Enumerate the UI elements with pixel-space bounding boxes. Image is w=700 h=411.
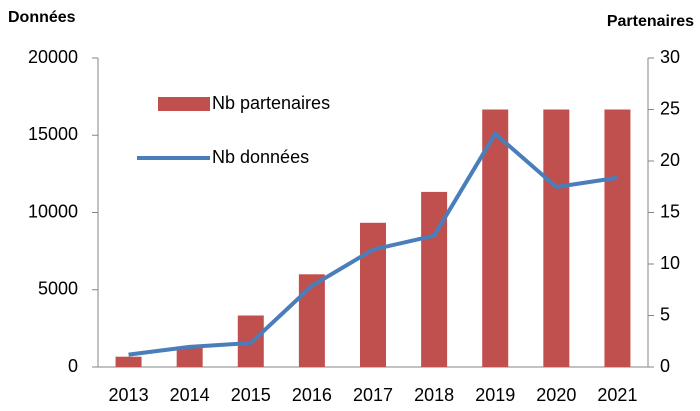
legend-label: Nb partenaires: [212, 93, 330, 113]
y2-tick-label: 25: [660, 98, 680, 118]
bar: [176, 346, 203, 367]
y2-tick-label: 30: [660, 47, 680, 67]
y-tick-label: 10000: [28, 201, 78, 221]
y-tick-label: 20000: [28, 47, 78, 67]
x-tick-label: 2015: [231, 385, 271, 405]
y-tick-label: 15000: [28, 124, 78, 144]
x-tick-label: 2013: [109, 385, 149, 405]
x-tick-label: 2021: [597, 385, 637, 405]
x-tick-label: 2016: [292, 385, 332, 405]
y2-tick-label: 15: [660, 201, 680, 221]
y-tick-label: 5000: [38, 279, 78, 299]
y2-tick-label: 20: [660, 150, 680, 170]
bar: [360, 222, 386, 367]
y2-tick-label: 5: [660, 304, 670, 324]
bar: [482, 109, 509, 367]
x-tick-label: 2017: [353, 385, 393, 405]
x-tick-label: 2020: [536, 385, 576, 405]
legend-swatch: [158, 97, 210, 111]
line: [128, 131, 618, 357]
y-axis-title: Données: [8, 9, 76, 26]
bar: [298, 274, 325, 367]
x-tick-label: 2019: [475, 385, 515, 405]
bar: [115, 356, 142, 367]
y2-tick-label: 0: [660, 356, 670, 376]
bar: [543, 109, 570, 367]
y-tick-label: 0: [68, 356, 78, 376]
y2-axis-title: Partenaires: [607, 13, 694, 30]
y2-tick-label: 10: [660, 253, 680, 273]
legend-label: Nb données: [212, 147, 309, 167]
x-tick-label: 2014: [170, 385, 210, 405]
x-tick-label: 2018: [414, 385, 454, 405]
bar: [604, 109, 631, 367]
